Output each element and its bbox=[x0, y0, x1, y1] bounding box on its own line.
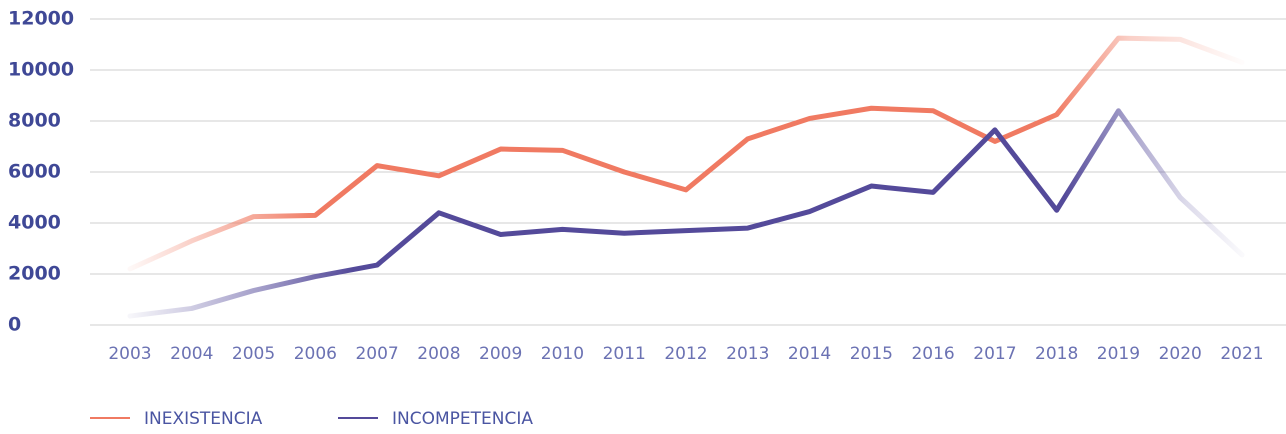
x-tick-label: 2017 bbox=[973, 344, 1016, 364]
y-tick-label: 2000 bbox=[8, 263, 61, 285]
x-tick-label: 2009 bbox=[479, 344, 522, 364]
x-tick-label: 2011 bbox=[603, 344, 646, 364]
x-tick-label: 2003 bbox=[108, 344, 151, 364]
y-tick-label: 12000 bbox=[8, 8, 74, 30]
x-tick-label: 2012 bbox=[664, 344, 707, 364]
x-tick-label: 2020 bbox=[1159, 344, 1202, 364]
x-tick-label: 2005 bbox=[232, 344, 275, 364]
y-tick-label: 8000 bbox=[8, 110, 61, 132]
line-series bbox=[127, 35, 1245, 272]
line-series bbox=[127, 108, 1245, 319]
x-tick-label: 2007 bbox=[355, 344, 398, 364]
x-tick-label: 2019 bbox=[1097, 344, 1140, 364]
x-tick-label: 2004 bbox=[170, 344, 213, 364]
x-tick-label: 2008 bbox=[417, 344, 460, 364]
x-tick-label: 2016 bbox=[911, 344, 954, 364]
y-tick-label: 6000 bbox=[8, 161, 61, 183]
y-tick-label: 4000 bbox=[8, 212, 61, 234]
legend-label: INEXISTENCIA bbox=[144, 409, 263, 429]
x-tick-label: 2018 bbox=[1035, 344, 1078, 364]
x-tick-label: 2014 bbox=[788, 344, 831, 364]
x-tick-label: 2021 bbox=[1220, 344, 1263, 364]
y-tick-label: 0 bbox=[8, 314, 21, 336]
x-tick-label: 2010 bbox=[541, 344, 584, 364]
y-tick-label: 10000 bbox=[8, 59, 74, 81]
x-tick-label: 2013 bbox=[726, 344, 769, 364]
x-tick-label: 2006 bbox=[294, 344, 337, 364]
x-tick-label: 2015 bbox=[850, 344, 893, 364]
legend-label: INCOMPETENCIA bbox=[392, 409, 533, 429]
